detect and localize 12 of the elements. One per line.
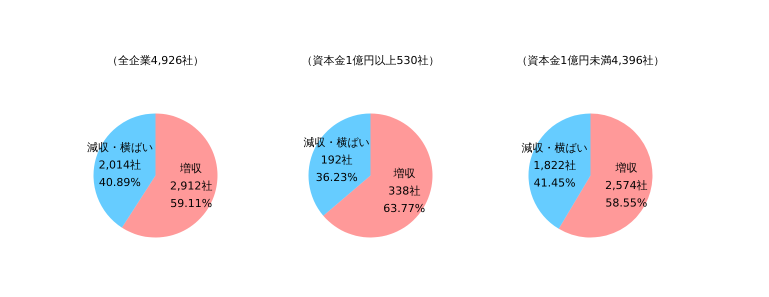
chart-title: （資本金1億円以上530社） [302, 54, 440, 67]
data-label: 1,822社 41.45% [533, 159, 576, 190]
chart-title: （資本金1億円未満4,396社） [516, 54, 665, 67]
data-label: 2,574社 58.55% [605, 178, 648, 210]
slice-label: 増収 [392, 167, 416, 180]
slice-label: 増収 [614, 161, 638, 174]
data-label: 2,912社 59.11% [170, 180, 212, 210]
slice-label: 増収 [179, 162, 202, 175]
data-label: 192社 36.23% [316, 153, 358, 184]
chart-title: （全企業4,926社） [106, 54, 204, 67]
data-label: 338社 63.77% [383, 184, 426, 216]
data-label: 2,014社 40.89% [98, 158, 142, 190]
